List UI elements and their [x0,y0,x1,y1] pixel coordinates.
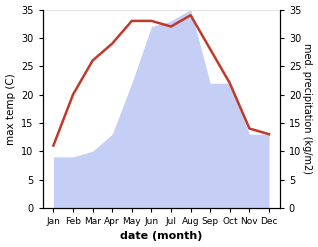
Y-axis label: med. precipitation (kg/m2): med. precipitation (kg/m2) [302,43,313,174]
Y-axis label: max temp (C): max temp (C) [5,73,16,144]
X-axis label: date (month): date (month) [120,231,203,242]
